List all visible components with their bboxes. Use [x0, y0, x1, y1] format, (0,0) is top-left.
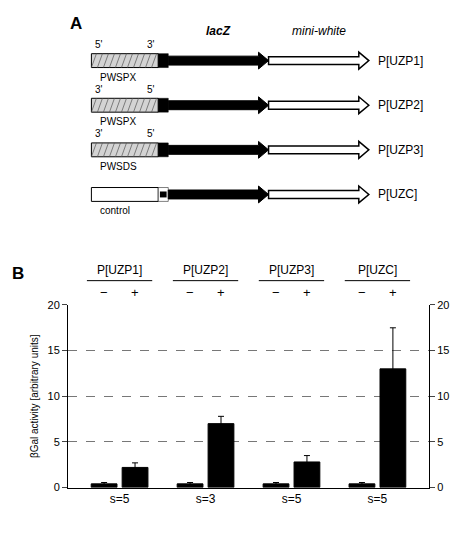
svg-text:10: 10: [437, 390, 449, 402]
svg-text:PWSPX: PWSPX: [100, 116, 136, 127]
svg-text:0: 0: [437, 481, 443, 493]
svg-text:P[UZC]: P[UZC]: [378, 187, 417, 201]
svg-text:15: 15: [48, 344, 60, 356]
svg-text:−: −: [186, 285, 194, 300]
svg-text:5: 5: [437, 436, 443, 448]
svg-text:20: 20: [48, 299, 60, 311]
svg-text:3': 3': [95, 128, 103, 139]
svg-text:A: A: [70, 14, 82, 33]
svg-text:lacZ: lacZ: [206, 24, 231, 38]
svg-text:βGal activity [arbitrary units: βGal activity [arbitrary units]: [29, 334, 40, 458]
svg-text:P[UZP1]: P[UZP1]: [97, 263, 142, 277]
svg-text:−: −: [358, 285, 366, 300]
svg-text:P[UZP3]: P[UZP3]: [378, 143, 423, 157]
svg-text:P[UZP1]: P[UZP1]: [378, 54, 423, 68]
svg-text:15: 15: [437, 344, 449, 356]
svg-text:3': 3': [147, 39, 155, 50]
svg-text:control: control: [100, 205, 130, 216]
svg-text:+: +: [217, 285, 225, 300]
svg-text:−: −: [272, 285, 280, 300]
svg-text:3': 3': [95, 84, 103, 95]
svg-text:10: 10: [48, 390, 60, 402]
svg-text:+: +: [131, 285, 139, 300]
svg-text:PWSPX: PWSPX: [100, 72, 136, 83]
svg-text:s=5: s=5: [282, 492, 302, 506]
svg-text:P[UZP2]: P[UZP2]: [378, 98, 423, 112]
svg-text:s=3: s=3: [196, 492, 216, 506]
svg-text:P[UZP2]: P[UZP2]: [183, 263, 228, 277]
svg-text:mini-white: mini-white: [292, 24, 346, 38]
svg-text:+: +: [303, 285, 311, 300]
svg-text:P[UZC]: P[UZC]: [358, 263, 397, 277]
svg-text:+: +: [389, 285, 397, 300]
svg-text:B: B: [12, 264, 24, 283]
svg-text:P[UZP3]: P[UZP3]: [269, 263, 314, 277]
svg-text:5': 5': [147, 128, 155, 139]
svg-text:5: 5: [54, 436, 60, 448]
svg-text:s=5: s=5: [110, 492, 130, 506]
svg-text:20: 20: [437, 299, 449, 311]
svg-text:5': 5': [95, 39, 103, 50]
svg-text:PWSDS: PWSDS: [100, 161, 137, 172]
svg-text:5': 5': [147, 84, 155, 95]
svg-text:0: 0: [54, 481, 60, 493]
svg-text:s=5: s=5: [368, 492, 388, 506]
svg-text:−: −: [100, 285, 108, 300]
